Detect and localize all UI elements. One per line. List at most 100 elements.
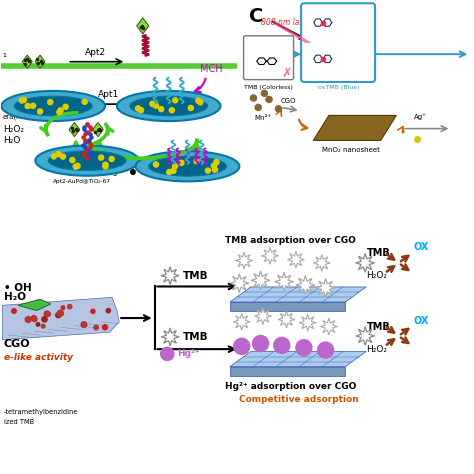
Circle shape	[214, 160, 219, 165]
Circle shape	[196, 98, 201, 103]
Circle shape	[194, 159, 199, 164]
Circle shape	[73, 164, 78, 169]
Circle shape	[56, 312, 61, 318]
Circle shape	[99, 155, 104, 160]
Circle shape	[46, 312, 50, 316]
Circle shape	[255, 104, 261, 110]
Text: CGO: CGO	[281, 98, 297, 104]
Text: NH₂: NH₂	[277, 59, 288, 64]
Polygon shape	[230, 287, 366, 302]
Text: NH₂: NH₂	[330, 20, 340, 25]
Text: H₂O₂: H₂O₂	[366, 345, 388, 354]
Circle shape	[75, 163, 80, 168]
Ellipse shape	[48, 151, 126, 171]
Circle shape	[161, 347, 174, 360]
Text: Hg²⁺: Hg²⁺	[177, 349, 199, 358]
Circle shape	[318, 342, 334, 358]
Circle shape	[82, 99, 87, 104]
Circle shape	[150, 101, 155, 106]
Polygon shape	[22, 55, 32, 68]
Circle shape	[250, 95, 256, 101]
Circle shape	[173, 164, 178, 169]
Ellipse shape	[136, 151, 239, 182]
Text: TMB: TMB	[366, 248, 390, 258]
Text: ized TMB: ized TMB	[4, 419, 34, 425]
Text: TMB (Colorless): TMB (Colorless)	[244, 85, 293, 90]
Ellipse shape	[149, 156, 227, 176]
Circle shape	[44, 311, 49, 316]
Text: ✗: ✗	[281, 66, 292, 80]
Text: CGO: CGO	[4, 339, 30, 349]
Circle shape	[234, 338, 250, 355]
Circle shape	[25, 103, 30, 109]
Polygon shape	[251, 271, 270, 290]
Circle shape	[188, 105, 193, 110]
Circle shape	[173, 98, 178, 103]
Polygon shape	[230, 352, 366, 366]
Text: H₂N: H₂N	[306, 20, 315, 25]
Circle shape	[179, 160, 184, 165]
Polygon shape	[299, 314, 316, 331]
Text: Apt2-AuPd@TiO₂-67: Apt2-AuPd@TiO₂-67	[53, 179, 110, 184]
Circle shape	[33, 318, 37, 322]
FancyBboxPatch shape	[244, 36, 293, 80]
Ellipse shape	[1, 91, 105, 121]
Circle shape	[136, 106, 141, 111]
Polygon shape	[278, 311, 295, 328]
Circle shape	[102, 325, 108, 330]
Circle shape	[42, 317, 47, 322]
Text: heat: heat	[317, 45, 329, 50]
Text: TMB: TMB	[366, 321, 390, 331]
Text: H₂O₂: H₂O₂	[366, 271, 388, 280]
Polygon shape	[356, 327, 374, 346]
Text: OX: OX	[414, 242, 429, 252]
Circle shape	[154, 162, 158, 167]
Polygon shape	[269, 21, 311, 43]
Circle shape	[60, 154, 65, 159]
Circle shape	[103, 162, 108, 167]
Circle shape	[167, 170, 172, 174]
Circle shape	[91, 309, 95, 313]
Polygon shape	[236, 252, 253, 269]
Circle shape	[274, 337, 290, 354]
Circle shape	[41, 324, 45, 328]
Circle shape	[68, 304, 72, 309]
Circle shape	[56, 152, 61, 156]
Circle shape	[81, 322, 87, 328]
Text: -tetramethylbenzidine: -tetramethylbenzidine	[4, 409, 78, 415]
Circle shape	[261, 90, 267, 96]
Polygon shape	[296, 276, 315, 294]
Ellipse shape	[36, 146, 139, 176]
Polygon shape	[316, 278, 335, 297]
Text: Ag⁺: Ag⁺	[414, 113, 427, 120]
Text: TMB: TMB	[183, 332, 209, 342]
Circle shape	[138, 108, 144, 113]
Polygon shape	[313, 255, 330, 272]
Polygon shape	[313, 116, 396, 140]
Circle shape	[31, 316, 36, 321]
Text: H₂N: H₂N	[306, 56, 315, 61]
Text: C: C	[249, 7, 263, 26]
Text: e-like activity: e-like activity	[4, 353, 73, 362]
Text: • OH: • OH	[4, 283, 31, 293]
Text: Competitive adsorption: Competitive adsorption	[239, 395, 359, 404]
Text: TMB adsorption over CGO: TMB adsorption over CGO	[225, 237, 356, 246]
Circle shape	[19, 98, 25, 103]
Circle shape	[21, 97, 27, 102]
Polygon shape	[2, 297, 119, 340]
Circle shape	[25, 317, 31, 322]
Circle shape	[94, 325, 99, 330]
Circle shape	[37, 109, 43, 114]
Polygon shape	[69, 122, 80, 137]
Polygon shape	[230, 274, 249, 292]
Text: NH₂: NH₂	[330, 56, 340, 61]
Circle shape	[296, 340, 312, 356]
Polygon shape	[320, 318, 337, 335]
Circle shape	[51, 154, 56, 159]
Polygon shape	[137, 18, 149, 34]
Polygon shape	[287, 251, 304, 268]
Circle shape	[57, 109, 62, 115]
Circle shape	[106, 309, 110, 313]
Circle shape	[12, 309, 16, 313]
Polygon shape	[262, 247, 278, 264]
